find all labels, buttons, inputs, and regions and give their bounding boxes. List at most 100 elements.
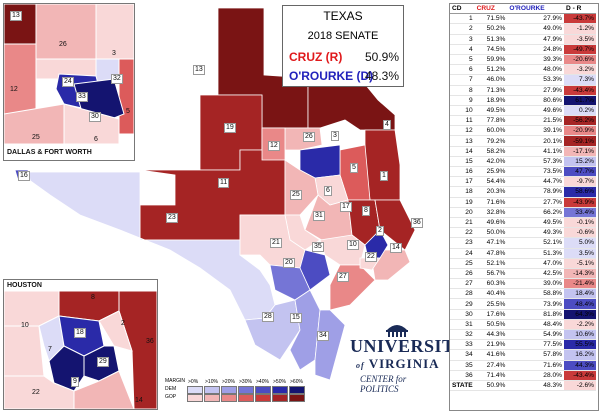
map-label-13: 13 bbox=[193, 65, 205, 75]
table-cell-cd: 10 bbox=[450, 105, 475, 117]
table-cell-orourke: 57.3% bbox=[507, 156, 564, 168]
table-cell-cd: 20 bbox=[450, 207, 475, 218]
table-cell-cd: 34 bbox=[450, 349, 475, 361]
table-cell-dr: -3.2% bbox=[564, 64, 596, 76]
table-row: 20 32.8% 66.2% 33.4% bbox=[450, 207, 596, 218]
table-row: 30 17.6% 81.8% 64.3% bbox=[450, 309, 596, 320]
district-35 bbox=[299, 249, 331, 291]
legend-dem-swatch bbox=[289, 386, 305, 394]
houston-label-8: 8 bbox=[91, 294, 95, 301]
table-cell-cd: 13 bbox=[450, 135, 475, 147]
table-cell-cruz: 32.8% bbox=[474, 207, 508, 218]
houston-label-22: 22 bbox=[32, 389, 40, 396]
legend-bin-label: >50% bbox=[273, 379, 286, 385]
table-cell-dr: -56.2% bbox=[564, 115, 596, 127]
dfw-label-33: 33 bbox=[76, 92, 88, 102]
table-cell-cruz: 47.8% bbox=[474, 248, 508, 259]
map-label-6: 6 bbox=[324, 186, 332, 196]
district-1 bbox=[364, 129, 401, 201]
table-cell-cruz: 77.8% bbox=[474, 115, 508, 127]
table-cell-orourke: 49.0% bbox=[507, 23, 564, 35]
table-cell-dr: -21.4% bbox=[564, 278, 596, 290]
map-label-35: 35 bbox=[312, 242, 324, 252]
gop-pct: 50.9% bbox=[364, 50, 399, 64]
logo-university: UNIVERSITY bbox=[350, 336, 469, 356]
map-label-11: 11 bbox=[218, 178, 230, 188]
table-cell-orourke: 48.0% bbox=[507, 64, 564, 76]
table-cell-orourke: 48.4% bbox=[507, 319, 564, 331]
map-label-10: 10 bbox=[347, 240, 359, 250]
legend-gop-swatch bbox=[187, 394, 203, 402]
table-cell-cruz: 50.0% bbox=[474, 227, 508, 239]
table-cell-orourke: 54.9% bbox=[507, 329, 564, 341]
table-row: 1 71.5% 27.9% -43.7% bbox=[450, 13, 596, 25]
table-cell-cd: 35 bbox=[450, 360, 475, 371]
legend-bin-label: >20% bbox=[222, 379, 235, 385]
legend-gop-swatch bbox=[272, 394, 288, 402]
table-row: 15 42.0% 57.3% 15.2% bbox=[450, 156, 596, 168]
logo-virginia: of VIRGINIA bbox=[356, 356, 440, 372]
table-cell-dr: -0.6% bbox=[564, 227, 596, 239]
table-cell-dr: 61.7% bbox=[564, 95, 596, 106]
dem-pct: 48.3% bbox=[364, 69, 399, 83]
table-cell-orourke: 20.1% bbox=[507, 135, 564, 147]
table-cell-cd: 8 bbox=[450, 85, 475, 96]
gop-candidate: CRUZ (R) bbox=[289, 50, 343, 64]
table-cell-cd: STATE bbox=[450, 380, 475, 392]
dfw-label-30: 30 bbox=[89, 112, 101, 122]
table-cell-dr: 44.3% bbox=[564, 360, 596, 371]
legend-bin-label: >40% bbox=[256, 379, 269, 385]
table-cell-orourke: 27.7% bbox=[507, 197, 564, 208]
table-cell-cd: 26 bbox=[450, 268, 475, 280]
houston-label-10: 10 bbox=[21, 322, 29, 329]
table-cell-orourke: 47.0% bbox=[507, 258, 564, 269]
houston-label-18: 18 bbox=[74, 328, 86, 338]
table-row: 29 25.5% 73.9% 48.4% bbox=[450, 298, 596, 310]
table-cell-orourke: 47.9% bbox=[507, 34, 564, 45]
table-cell-dr: 0.2% bbox=[564, 105, 596, 117]
map-label-4: 4 bbox=[383, 120, 391, 130]
table-cell-orourke: 81.8% bbox=[507, 309, 564, 320]
dfw-label-3: 3 bbox=[112, 50, 116, 57]
table-cell-cruz: 47.1% bbox=[474, 237, 508, 249]
table-row: 9 18.9% 80.6% 61.7% bbox=[450, 95, 596, 106]
table-cell-cruz: 17.6% bbox=[474, 309, 508, 320]
dfw-inset: 13 26 3 12 24 33 32 30 6 25 5 DALLAS & F… bbox=[3, 3, 135, 161]
table-cell-cruz: 51.2% bbox=[474, 64, 508, 76]
dfw-label-13: 13 bbox=[10, 11, 22, 21]
table-cell-orourke: 73.9% bbox=[507, 298, 564, 310]
table-cell-cd: 31 bbox=[450, 319, 475, 331]
district-36 bbox=[374, 199, 416, 251]
table-row: 27 60.3% 39.0% -21.4% bbox=[450, 278, 596, 290]
header-orourke: O'ROURKE bbox=[507, 4, 564, 15]
table-cell-orourke: 41.1% bbox=[507, 146, 564, 157]
table-cell-dr: 48.4% bbox=[564, 298, 596, 310]
dfw-label-6: 6 bbox=[94, 136, 98, 143]
table-cell-cd: 29 bbox=[450, 298, 475, 310]
map-label-12: 12 bbox=[268, 141, 280, 151]
rotunda-icon bbox=[386, 325, 408, 337]
table-cell-cruz: 49.6% bbox=[474, 217, 508, 229]
table-cell-cruz: 18.9% bbox=[474, 95, 508, 106]
map-label-17: 17 bbox=[340, 202, 352, 212]
table-cell-cd: 11 bbox=[450, 115, 475, 127]
map-label-28: 28 bbox=[262, 312, 274, 322]
table-cell-cd: 22 bbox=[450, 227, 475, 239]
table-cell-cd: 1 bbox=[450, 13, 475, 25]
map-label-22: 22 bbox=[365, 252, 377, 262]
legend-gop-swatch bbox=[221, 394, 237, 402]
table-cell-orourke: 78.9% bbox=[507, 186, 564, 198]
table-row: 10 49.5% 49.6% 0.2% bbox=[450, 105, 596, 117]
table-cell-dr: 58.6% bbox=[564, 186, 596, 198]
uva-center-for-politics-logo: UNIVERSITY of VIRGINIA CENTER for POLITI… bbox=[350, 322, 468, 394]
table-cell-dr: -43.4% bbox=[564, 370, 596, 381]
results-table-box: CD CRUZ O'ROURKE D - R 1 71.5% 27.9% -43.7%… bbox=[449, 3, 599, 411]
table-cell-dr: -43.9% bbox=[564, 197, 596, 208]
header-dr: D - R bbox=[564, 4, 596, 15]
table-cell-cruz: 27.4% bbox=[474, 360, 508, 371]
houston-label-14: 14 bbox=[135, 397, 143, 404]
table-row: 6 51.2% 48.0% -3.2% bbox=[450, 64, 596, 76]
table-cell-cruz: 60.3% bbox=[474, 278, 508, 290]
table-cell-orourke: 57.8% bbox=[507, 349, 564, 361]
table-row: 3 51.3% 47.9% -3.5% bbox=[450, 34, 596, 45]
